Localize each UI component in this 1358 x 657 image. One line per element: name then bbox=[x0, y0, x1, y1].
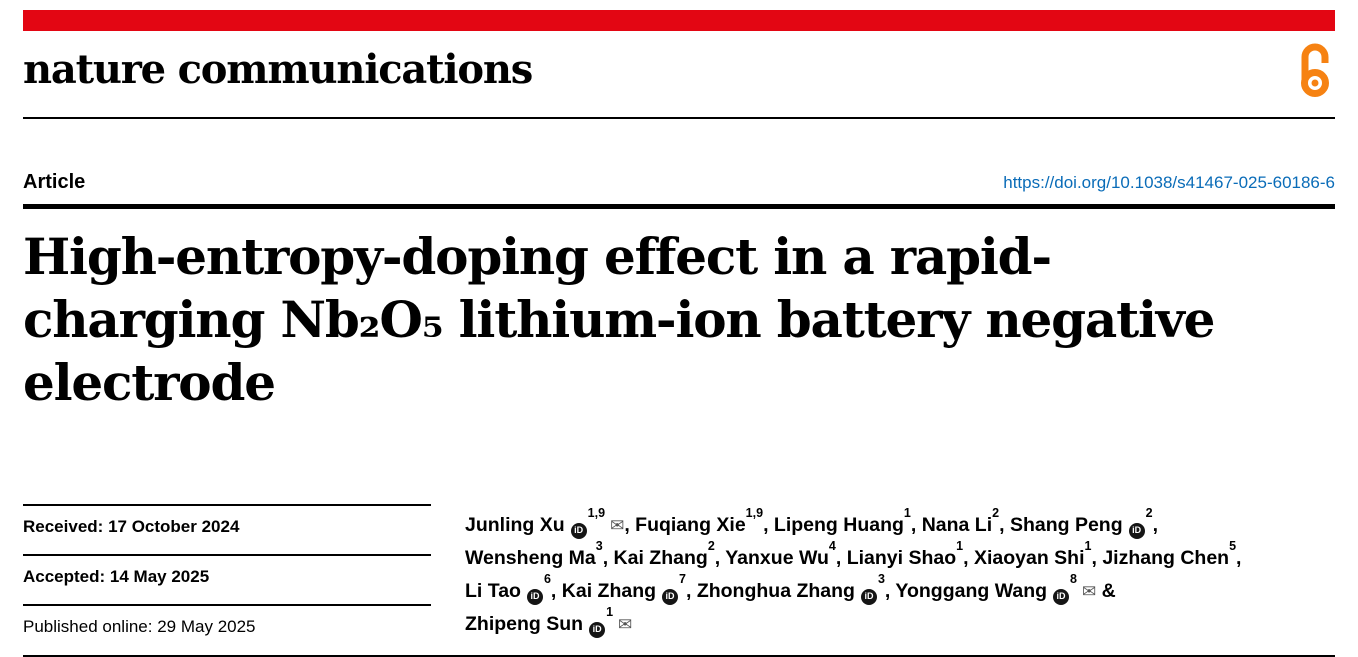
affiliation-superscript: 5 bbox=[1229, 538, 1237, 553]
email-icon[interactable]: ✉ bbox=[610, 516, 625, 535]
author-separator: & bbox=[1096, 580, 1116, 602]
author-name: Wensheng Ma bbox=[465, 547, 596, 569]
affiliation-superscript: 1,9 bbox=[745, 505, 764, 520]
author-separator: , bbox=[550, 580, 562, 602]
author: Li Tao iD6 bbox=[465, 572, 551, 605]
author-name: Lianyi Shao bbox=[846, 547, 957, 569]
author: Yonggang Wang iD8 ✉ bbox=[895, 572, 1097, 605]
dates-panel: Received: 17 October 2024 Accepted: 14 M… bbox=[23, 504, 431, 641]
title-line: charging Nb₂O₅ lithium-ion battery negat… bbox=[23, 290, 1215, 349]
author-name: Kai Zhang bbox=[561, 580, 657, 602]
date-label: Published online: bbox=[23, 617, 153, 636]
orcid-icon[interactable]: iD bbox=[570, 522, 587, 539]
meta-section: Received: 17 October 2024 Accepted: 14 M… bbox=[23, 504, 1335, 657]
author-separator: , bbox=[763, 514, 774, 536]
author-name: Jizhang Chen bbox=[1102, 547, 1230, 569]
author-separator: , bbox=[1152, 514, 1158, 536]
email-icon[interactable]: ✉ bbox=[1082, 582, 1097, 601]
author-separator: , bbox=[714, 547, 726, 569]
author: Kai Zhang iD7 bbox=[561, 572, 686, 605]
author: Kai Zhang2 bbox=[613, 539, 715, 569]
author-separator: , bbox=[884, 580, 896, 602]
article-title: High-entropy-doping effect in a rapid- c… bbox=[23, 225, 1335, 414]
affiliation-superscript: 1 bbox=[903, 505, 911, 520]
author-separator: , bbox=[999, 514, 1010, 536]
affiliation-superscript: 7 bbox=[679, 571, 686, 586]
affiliation-superscript: 1,9 bbox=[587, 505, 606, 520]
title-line: electrode bbox=[23, 353, 276, 412]
orcid-icon[interactable]: iD bbox=[860, 588, 877, 605]
author-name: Yanxue Wu bbox=[725, 547, 829, 569]
author: Lipeng Huang1 bbox=[773, 506, 911, 536]
orcid-icon[interactable]: iD bbox=[589, 621, 606, 638]
author-separator: , bbox=[910, 514, 922, 536]
header-divider bbox=[23, 117, 1335, 119]
article-row: Article https://doi.org/10.1038/s41467-0… bbox=[23, 171, 1335, 194]
affiliation-superscript: 6 bbox=[543, 571, 551, 586]
author: Yanxue Wu4 bbox=[725, 539, 836, 569]
date-label: Accepted: bbox=[23, 567, 106, 586]
date-published: Published online: 29 May 2025 bbox=[23, 604, 431, 637]
author: Zhipeng Sun iD1 ✉ bbox=[465, 605, 633, 638]
masthead: nature communications bbox=[23, 31, 1335, 117]
email-icon[interactable]: ✉ bbox=[618, 615, 633, 634]
doi-link[interactable]: https://doi.org/10.1038/s41467-025-60186… bbox=[1003, 173, 1335, 192]
title-line: High-entropy-doping effect in a rapid- bbox=[23, 227, 1052, 286]
author: Jizhang Chen5 bbox=[1102, 539, 1236, 569]
date-received: Received: 17 October 2024 bbox=[23, 504, 431, 537]
author-name: Nana Li bbox=[921, 514, 993, 536]
author: Fuqiang Xie1,9 bbox=[635, 506, 763, 536]
author-separator: , bbox=[624, 514, 636, 536]
author-name: Kai Zhang bbox=[613, 547, 708, 569]
affiliation-superscript: 2 bbox=[1145, 505, 1153, 520]
affiliation-superscript: 3 bbox=[595, 538, 603, 553]
author: Junling Xu iD1,9 ✉ bbox=[465, 506, 625, 539]
author-name: Shang Peng bbox=[1009, 514, 1123, 536]
affiliation-superscript: 2 bbox=[707, 538, 715, 553]
journal-logo: nature communications bbox=[23, 46, 533, 93]
author-separator: , bbox=[602, 547, 614, 569]
author-separator: , bbox=[963, 547, 974, 569]
author: Nana Li2 bbox=[921, 506, 999, 536]
date-label: Received: bbox=[23, 517, 104, 536]
author: Lianyi Shao1 bbox=[846, 539, 963, 569]
author-name: Lipeng Huang bbox=[773, 514, 904, 536]
author-name: Zhonghua Zhang bbox=[696, 580, 855, 602]
author-name: Li Tao bbox=[465, 580, 521, 602]
title-divider bbox=[23, 204, 1335, 209]
author-name: Zhipeng Sun bbox=[465, 613, 584, 635]
author: Zhonghua Zhang iD3 bbox=[696, 572, 885, 605]
author-name: Yonggang Wang bbox=[895, 580, 1048, 602]
author-separator: , bbox=[835, 547, 847, 569]
author-name: Fuqiang Xie bbox=[635, 514, 746, 536]
author-name: Xiaoyan Shi bbox=[973, 547, 1085, 569]
author-separator: , bbox=[1236, 547, 1242, 569]
article-type-label: Article bbox=[23, 171, 86, 193]
affiliation-superscript: 2 bbox=[992, 505, 1000, 520]
open-access-icon bbox=[1295, 43, 1335, 97]
affiliation-superscript: 1 bbox=[1084, 538, 1092, 553]
affiliation-superscript: 3 bbox=[877, 571, 885, 586]
date-accepted: Accepted: 14 May 2025 bbox=[23, 554, 431, 587]
author-list: Junling Xu iD1,9✉, Fuqiang Xie1,9, Lipeng… bbox=[465, 504, 1273, 641]
date-value: 29 May 2025 bbox=[157, 617, 256, 636]
author-separator: , bbox=[1091, 547, 1103, 569]
affiliation-superscript: 1 bbox=[956, 538, 964, 553]
orcid-icon[interactable]: iD bbox=[1128, 522, 1145, 539]
orcid-icon[interactable]: iD bbox=[526, 588, 543, 605]
affiliation-superscript: 1 bbox=[606, 604, 614, 619]
affiliation-superscript: 8 bbox=[1070, 571, 1077, 586]
author: Xiaoyan Shi1 bbox=[973, 539, 1092, 569]
affiliation-superscript: 4 bbox=[828, 538, 836, 553]
date-value: 14 May 2025 bbox=[109, 567, 210, 586]
date-value: 17 October 2024 bbox=[108, 517, 240, 536]
brand-bar bbox=[23, 10, 1335, 31]
author-name: Junling Xu bbox=[465, 514, 565, 536]
orcid-icon[interactable]: iD bbox=[1053, 588, 1070, 605]
author: Wensheng Ma3 bbox=[465, 539, 603, 569]
orcid-icon[interactable]: iD bbox=[662, 588, 679, 605]
author-separator: , bbox=[685, 580, 697, 602]
author: Shang Peng iD2 bbox=[1009, 506, 1153, 539]
